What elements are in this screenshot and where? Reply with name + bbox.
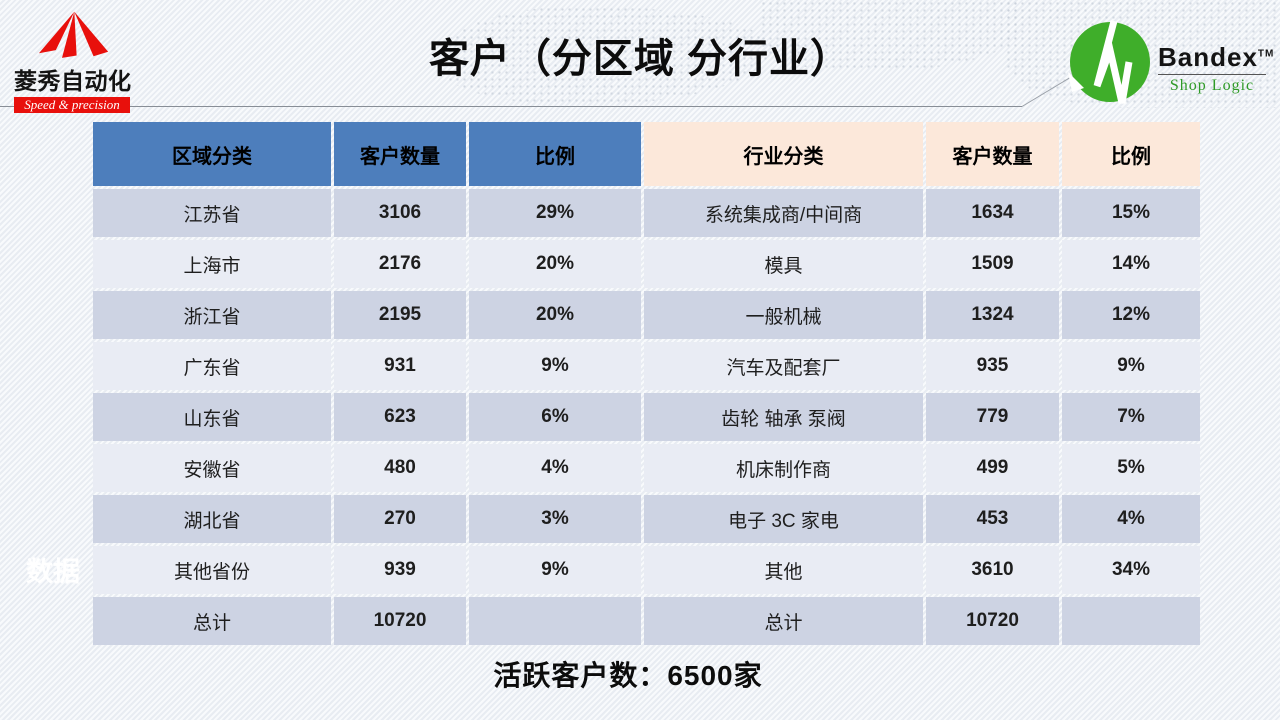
table-cell: 机床制作商 [644,444,923,492]
table-cell: 6% [469,393,641,441]
table-cell: 14% [1062,240,1200,288]
table-cell: 其他 [644,546,923,594]
table-cell: 浙江省 [93,291,331,339]
table-cell: 湖北省 [93,495,331,543]
col-header-region-category: 区域分类 [93,122,331,186]
table-cell: 广东省 [93,342,331,390]
table-cell: 电子 3C 家电 [644,495,923,543]
brand-underline [1158,74,1266,75]
brand-wordmark: BandexTM Shop Logic [1158,42,1273,95]
col-header-industry-count: 客户数量 [926,122,1059,186]
table-cell: 2176 [334,240,466,288]
watermark-text: 数据 [26,557,80,587]
table-cell: 齿轮 轴承 泵阀 [644,393,923,441]
table-cell: 5% [1062,444,1200,492]
table-cell: 3% [469,495,641,543]
table-cell: 29% [469,189,641,237]
active-customers-note: 活跃客户数：6500家 [493,660,763,691]
trademark-symbol: TM [1257,48,1275,60]
table-cell: 1509 [926,240,1059,288]
table-cell: 3610 [926,546,1059,594]
col-header-region-count: 客户数量 [334,122,466,186]
brand-name: BandexTM [1158,42,1273,73]
table-cell: 9% [469,546,641,594]
table-cell: 10720 [334,597,466,645]
table-cell: 499 [926,444,1059,492]
table-cell: 一般机械 [644,291,923,339]
table-cell: 1634 [926,189,1059,237]
table-cell: 7% [1062,393,1200,441]
table-cell: 3106 [334,189,466,237]
table-cell: 上海市 [93,240,331,288]
table-cell [1062,597,1200,645]
table-cell: 4% [1062,495,1200,543]
table-cell: 453 [926,495,1059,543]
table-cell: 4% [469,444,641,492]
table-cell: 34% [1062,546,1200,594]
header-divider-line [0,106,1022,107]
table-cell: 12% [1062,291,1200,339]
table-cell: 935 [926,342,1059,390]
table-cell: 汽车及配套厂 [644,342,923,390]
table-cell: 10720 [926,597,1059,645]
table-cell: 安徽省 [93,444,331,492]
table-cell: 9% [1062,342,1200,390]
dotted-map-pattern [440,6,770,104]
table-cell: 山东省 [93,393,331,441]
table-cell: 480 [334,444,466,492]
brand-tagline: Shop Logic [1169,77,1255,94]
table-cell: 1324 [926,291,1059,339]
table-cell: 20% [469,291,641,339]
bandex-circle-icon [1068,20,1150,104]
col-header-industry-category: 行业分类 [644,122,923,186]
table-cell: 2195 [334,291,466,339]
table-cell: 其他省份 [93,546,331,594]
table-cell: 20% [469,240,641,288]
customer-table: 区域分类 客户数量 比例 行业分类 客户数量 比例 江苏省 3106 29% 系统集成… [93,122,1200,645]
table-cell: 939 [334,546,466,594]
table-cell: 总计 [93,597,331,645]
table-cell: 系统集成商/中间商 [644,189,923,237]
red-triangles-icon [38,11,109,58]
table-cell: 623 [334,393,466,441]
col-header-industry-ratio: 比例 [1062,122,1200,186]
col-header-region-ratio: 比例 [469,122,641,186]
table-cell: 总计 [644,597,923,645]
table-cell: 模具 [644,240,923,288]
company-tagline: Speed & precision [14,97,130,113]
table-cell [469,597,641,645]
table-cell: 9% [469,342,641,390]
page-title: 客户（分区域 分行业） [428,37,852,81]
table-cell: 15% [1062,189,1200,237]
company-logo-left: 菱秀自动化 Speed & precision [14,6,132,113]
table-cell: 931 [334,342,466,390]
table-cell: 779 [926,393,1059,441]
table-cell: 270 [334,495,466,543]
company-name: 菱秀自动化 [14,68,132,94]
brand-text: Bandex [1158,42,1258,72]
table-cell: 江苏省 [93,189,331,237]
